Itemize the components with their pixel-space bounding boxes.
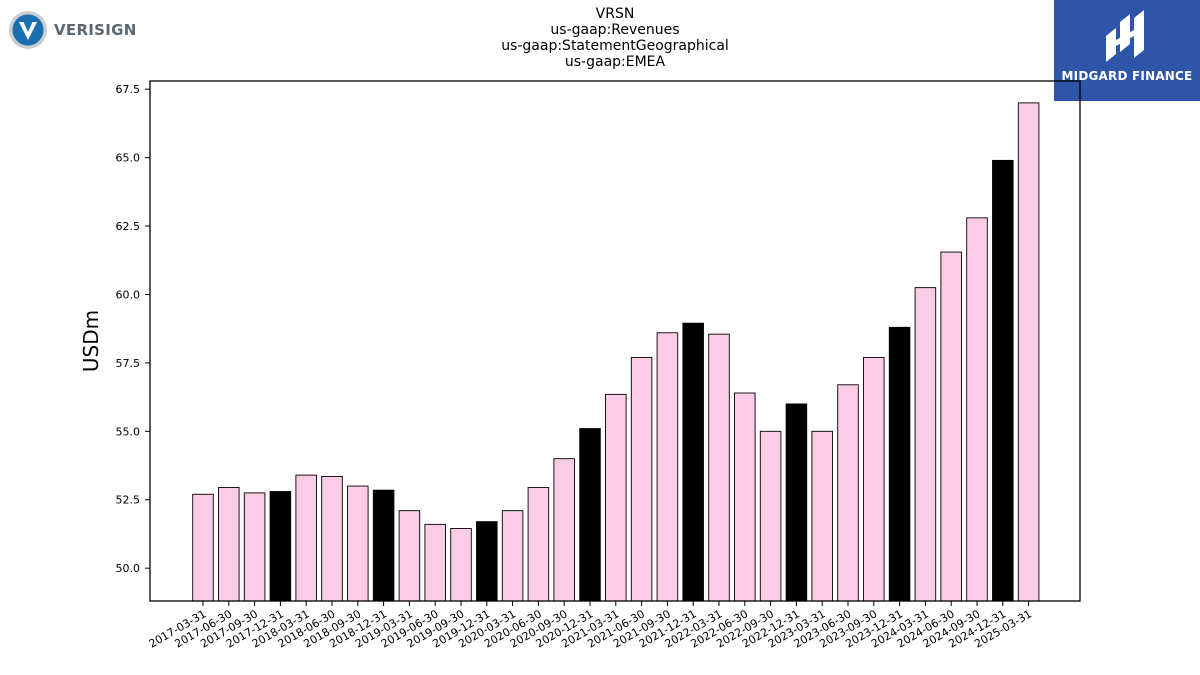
y-tick-label: 67.5	[116, 83, 141, 96]
bar-2019-03-31	[398, 510, 421, 602]
y-tick-label: 52.5	[116, 494, 141, 507]
chart-title: VRSN us-gaap:Revenues us-gaap:StatementG…	[415, 6, 815, 70]
chart-title-line-3: us-gaap:StatementGeographical	[501, 38, 729, 54]
plot-frame	[149, 80, 1081, 602]
bar-2018-06-30	[321, 476, 343, 602]
bar-2023-09-30	[863, 356, 885, 602]
bar-2022-09-30	[759, 430, 782, 602]
bar-2018-03-31	[295, 474, 317, 602]
midgard-finance-logo: MIDGARD FINANCE	[1054, 0, 1200, 101]
bar-2025-03-31	[1017, 102, 1040, 602]
bar-2024-06-30	[940, 251, 962, 602]
bar-2020-03-31	[501, 510, 524, 602]
bar-2022-12-31	[785, 403, 808, 602]
bar-2024-12-31	[992, 159, 1014, 602]
bar-2021-12-31	[682, 322, 704, 602]
bar-2019-06-30	[424, 523, 446, 602]
y-tick-label: 62.5	[116, 220, 141, 233]
chart-title-line-2: us-gaap:Revenues	[550, 22, 680, 38]
y-tick-label: 65.0	[116, 152, 141, 165]
bar-2017-06-30	[218, 486, 240, 602]
bar-2017-03-31	[192, 493, 214, 602]
bar-2021-09-30	[656, 332, 679, 602]
y-axis-label: USDm	[79, 310, 103, 372]
bar-2022-03-31	[708, 333, 730, 602]
bar-2019-12-31	[476, 521, 498, 602]
x-axis-ticks: 2017-03-312017-06-302017-09-302017-12-31…	[147, 601, 1034, 651]
verisign-wordmark: VERISIGN	[54, 21, 137, 39]
y-tick-label: 60.0	[116, 288, 141, 301]
y-axis-ticks: 50.0 52.5 55.0 57.5 60.0 62.5 65.0 67.5	[116, 83, 150, 575]
bar-2021-06-30	[630, 356, 653, 602]
bar-2020-06-30	[527, 486, 550, 602]
midgard-m-icon	[1106, 10, 1144, 62]
y-tick-label: 55.0	[116, 425, 141, 438]
verisign-v-icon	[9, 11, 47, 49]
chart-title-line-1: VRSN	[595, 6, 635, 22]
bar-2019-09-30	[450, 528, 472, 602]
bar-2020-09-30	[553, 458, 575, 602]
bar-2023-03-31	[811, 430, 833, 602]
bar-2022-06-30	[734, 392, 756, 602]
bar-2024-09-30	[966, 217, 988, 602]
bar-2021-03-31	[605, 393, 627, 602]
midgard-finance-name: MIDGARD FINANCE	[1061, 69, 1193, 83]
bar-series	[192, 102, 1040, 602]
chart-title-line-4: us-gaap:EMEA	[564, 54, 666, 70]
bar-2020-12-31	[579, 428, 601, 602]
verisign-logo: VERISIGN	[8, 10, 137, 50]
y-tick-label: 50.0	[116, 562, 141, 575]
y-tick-label: 57.5	[116, 357, 141, 370]
bar-2018-12-31	[372, 489, 395, 602]
bar-2024-03-31	[914, 287, 937, 602]
bar-2017-09-30	[243, 492, 266, 602]
bar-2023-12-31	[888, 326, 911, 602]
bar-2023-06-30	[837, 384, 859, 602]
bar-2017-12-31	[269, 491, 292, 602]
bar-2018-09-30	[347, 485, 369, 602]
